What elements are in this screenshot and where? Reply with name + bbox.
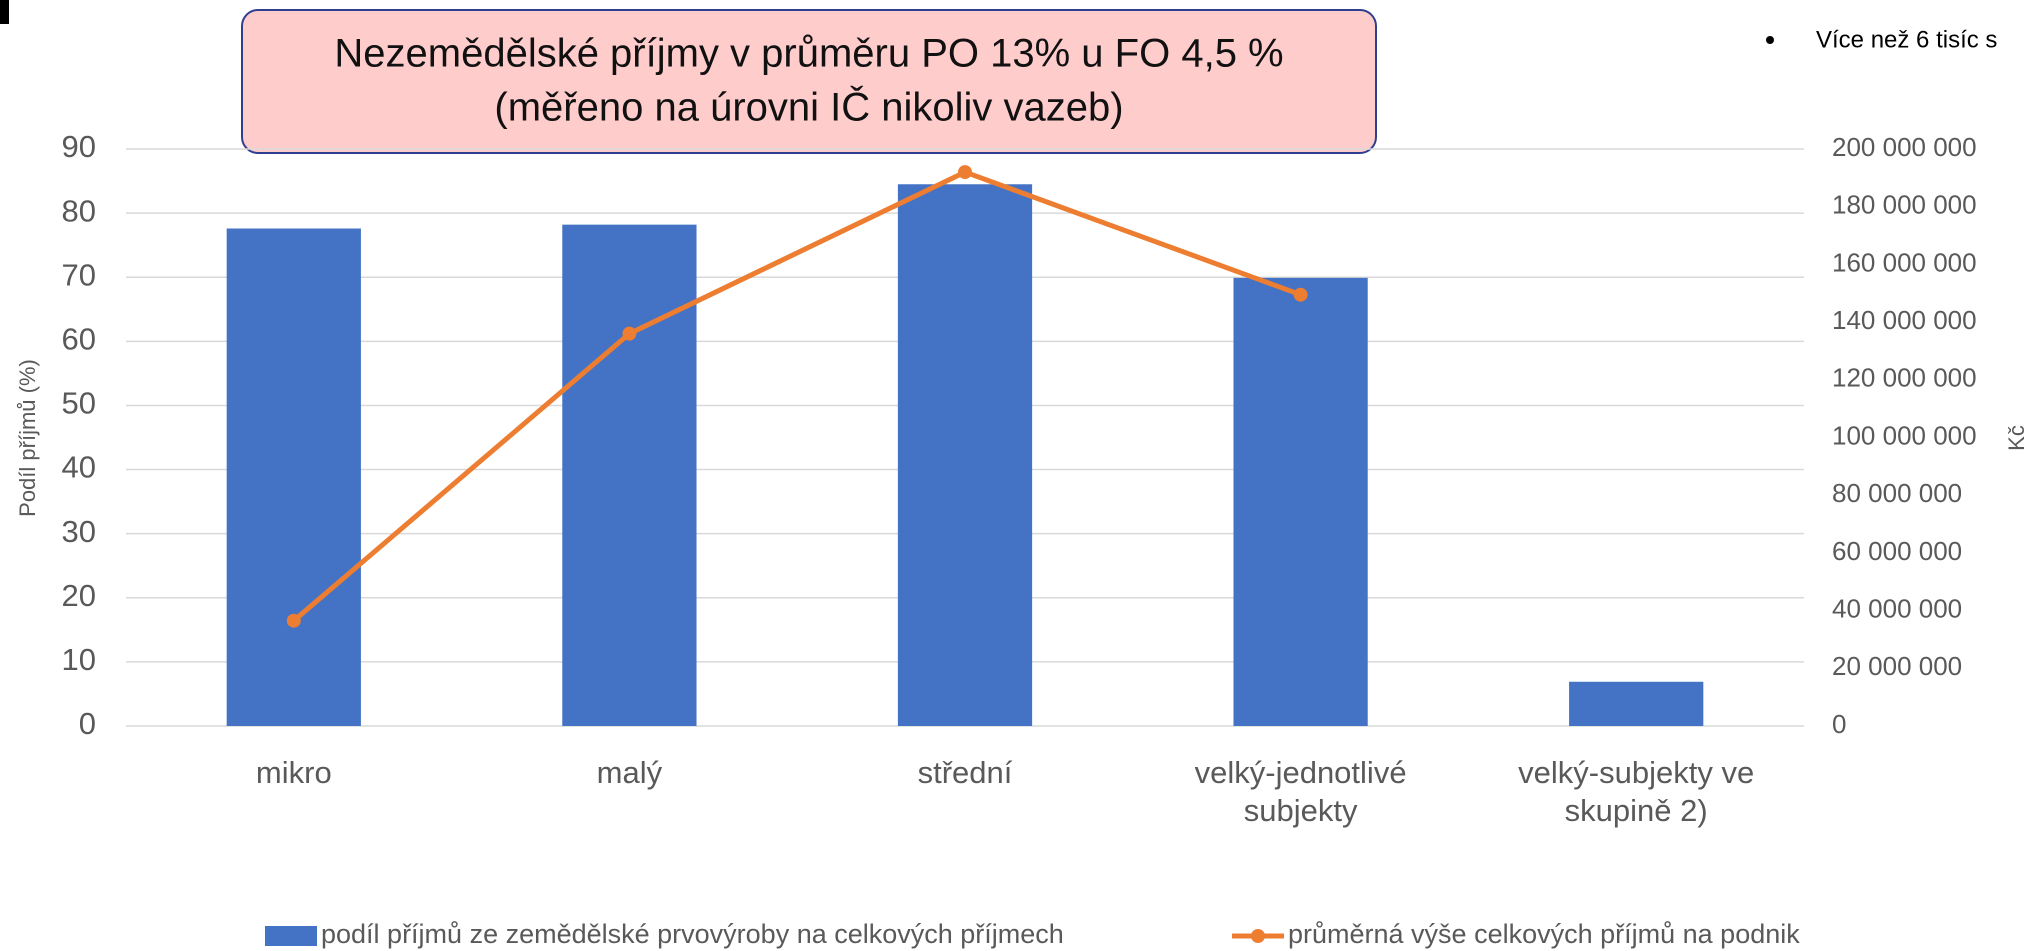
y-axis-label: Podíl příjmů (%) [15, 359, 40, 517]
y2-tick-label: 100 000 000 [1832, 420, 1977, 450]
y2-tick-label: 140 000 000 [1832, 305, 1977, 335]
y2-tick-label: 60 000 000 [1832, 536, 1962, 566]
y2-tick-label: 200 000 000 [1832, 132, 1977, 162]
y-tick-label: 40 [62, 450, 96, 485]
line-marker [622, 326, 637, 341]
bullet [1766, 36, 1774, 44]
x-tick-label: mikro [255, 755, 332, 790]
y-tick-label: 90 [62, 129, 96, 164]
y-tick-label: 80 [62, 193, 96, 228]
y2-tick-label: 120 000 000 [1832, 363, 1977, 393]
y2-tick-label: 180 000 000 [1832, 190, 1977, 220]
line-marker [958, 165, 972, 180]
y2-tick-label: 80 000 000 [1832, 478, 1962, 508]
x-tick-label: velký-subjekty ve skupině 2) [1518, 755, 1755, 828]
title-box [241, 9, 1377, 154]
x-tick-label: malý [596, 755, 663, 790]
x-tick-label: velký-jednotlivé subjekty [1194, 755, 1407, 828]
legend-swatch-marker [1251, 929, 1265, 943]
y-tick-label: 30 [62, 514, 96, 549]
y-tick-label: 50 [62, 386, 96, 421]
legend-swatch [265, 926, 317, 946]
chart-subtitle: (měřeno na úrovni IČ nikoliv vazeb) [494, 85, 1123, 130]
y-tick-label: 20 [62, 578, 96, 613]
bar [1233, 277, 1368, 726]
y2-tick-label: 40 000 000 [1832, 593, 1962, 623]
line [292, 169, 1302, 623]
bar [1569, 681, 1704, 726]
y-tick-label: 60 [62, 322, 96, 357]
bar [226, 228, 361, 726]
annotation: Více než 6 tisíc s [1816, 26, 1997, 53]
line-marker [286, 613, 301, 628]
bar [562, 224, 697, 726]
corner-mark [0, 0, 9, 24]
y2-tick-label: 160 000 000 [1832, 247, 1977, 277]
y-tick-label: 0 [79, 706, 96, 741]
y2-tick-label: 0 [1832, 709, 1846, 739]
legend-label: průměrná výše celkových příjmů na podnik [1288, 919, 1800, 949]
x-tick-label: střední [917, 755, 1013, 790]
y-tick-label: 10 [62, 642, 96, 677]
y2-axis-label: Kč [2004, 425, 2029, 451]
line-marker [1293, 287, 1308, 302]
bar [897, 184, 1033, 726]
chart-title: Nezemědělské příjmy v průměru PO 13% u F… [334, 32, 1283, 76]
y-tick-label: 70 [62, 257, 96, 292]
legend-label: podíl příjmů ze zemědělské prvovýroby na… [321, 919, 1064, 949]
y2-tick-label: 20 000 000 [1832, 651, 1962, 681]
